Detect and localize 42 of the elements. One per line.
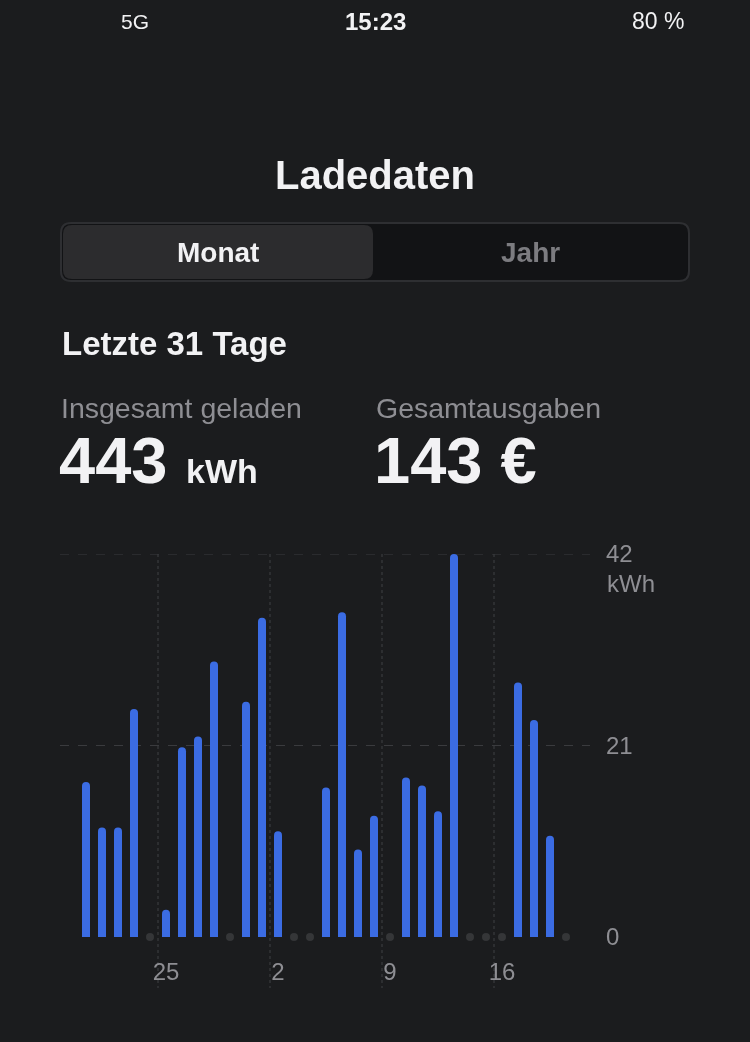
y-tick-label: 42 bbox=[606, 540, 633, 568]
x-tick-label: 16 bbox=[488, 958, 516, 985]
bar bbox=[370, 815, 378, 937]
x-tick-label: 25 bbox=[152, 958, 180, 985]
bar bbox=[402, 777, 410, 937]
text: 443 bbox=[59, 424, 168, 497]
bar bbox=[258, 617, 266, 937]
bar bbox=[82, 781, 90, 937]
bar bbox=[530, 719, 538, 937]
bar bbox=[98, 827, 106, 937]
bar bbox=[274, 831, 282, 937]
bar bbox=[242, 701, 250, 937]
y-tick-label: 21 bbox=[606, 731, 633, 759]
bar bbox=[178, 747, 186, 937]
x-tick-label: 2 bbox=[271, 958, 285, 985]
x-tick-label: 9 bbox=[383, 958, 397, 985]
bar bbox=[338, 612, 346, 937]
bar bbox=[354, 849, 362, 937]
text: 15:23 bbox=[345, 8, 407, 35]
bar bbox=[434, 811, 442, 937]
bar bbox=[162, 909, 170, 937]
text: kWh bbox=[186, 452, 258, 490]
text: 80 % bbox=[632, 8, 685, 34]
text: 5G bbox=[121, 10, 150, 33]
bar bbox=[130, 709, 138, 937]
y-axis-title: kWh bbox=[607, 570, 655, 597]
text: Monat bbox=[177, 237, 260, 268]
bar bbox=[322, 787, 330, 937]
bar bbox=[114, 827, 122, 937]
text: Insgesamt geladen bbox=[61, 392, 302, 424]
text: Jahr bbox=[501, 237, 561, 268]
chart-title: Ladedaten bbox=[274, 153, 476, 197]
bar bbox=[418, 785, 426, 937]
bar bbox=[450, 554, 458, 937]
text: 143 € bbox=[374, 424, 537, 497]
bar bbox=[210, 661, 218, 937]
text: Gesamtausgaben bbox=[376, 392, 601, 424]
bar bbox=[194, 736, 202, 937]
bar bbox=[514, 682, 522, 937]
y-tick-label: 0 bbox=[606, 923, 620, 951]
chart-subtitle: Letzte 31 Tage bbox=[62, 325, 287, 362]
bar bbox=[546, 835, 554, 937]
